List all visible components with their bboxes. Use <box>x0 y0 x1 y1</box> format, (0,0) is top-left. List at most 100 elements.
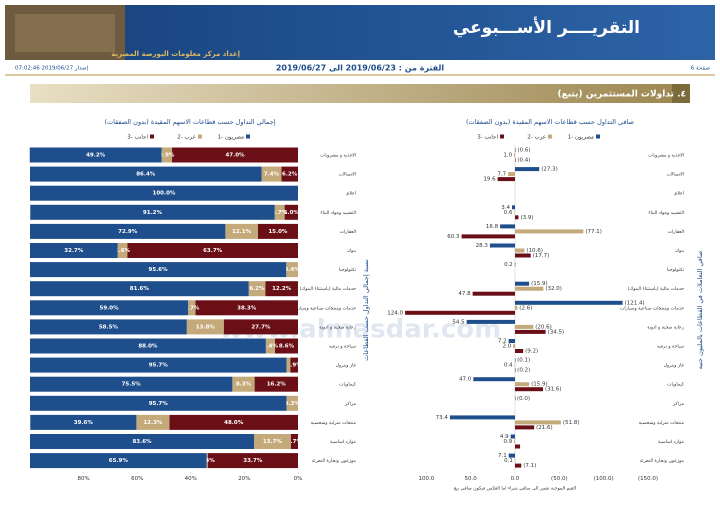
data-label: 4.3% <box>285 401 301 407</box>
data-label: 95.6% <box>149 267 169 273</box>
bar-segment <box>30 281 249 297</box>
data-label: 19.6 <box>483 177 496 183</box>
page-number: صفحة 6 <box>691 66 711 72</box>
bar <box>405 310 515 315</box>
bar <box>514 210 515 215</box>
bar-segment <box>30 243 118 258</box>
data-label: 48.0% <box>224 420 244 426</box>
bar <box>461 234 515 239</box>
bar <box>515 229 584 234</box>
data-label: 72.9% <box>118 229 138 235</box>
bar <box>514 363 516 368</box>
bar <box>515 286 544 291</box>
data-label: 4.4% <box>284 267 300 273</box>
bar-segment <box>254 376 298 392</box>
bar-segment <box>195 300 298 316</box>
bar-segment <box>206 453 208 469</box>
bar-segment <box>286 262 298 278</box>
data-label: 58.5% <box>99 324 119 330</box>
data-label: (21.6) <box>536 425 553 431</box>
bar-segment <box>127 243 298 258</box>
data-label: 16.2% <box>267 382 287 388</box>
category-label: تكنولوجيا <box>667 267 685 273</box>
bar <box>508 339 515 343</box>
category-label: منتجات منزلية وشخصية <box>311 421 357 426</box>
data-label: 28.3 <box>476 243 489 249</box>
bar-segment <box>30 204 275 220</box>
x-tick-label: (50.0) <box>551 476 568 482</box>
bar <box>515 281 530 286</box>
bar-segment <box>223 319 298 335</box>
data-label: 47.8 <box>458 291 471 297</box>
bar <box>466 319 515 324</box>
bar-segment <box>290 357 298 373</box>
header-subtitle: إعداد مركز معلومات البورصة المصرية <box>111 50 240 58</box>
bar-segment <box>188 300 196 316</box>
data-label: 8.3% <box>236 382 252 388</box>
bar <box>472 291 515 296</box>
data-label: (2.6) <box>519 305 532 311</box>
x-tick-label: 0.0 <box>511 476 520 482</box>
bar-segment <box>30 300 189 316</box>
category-label: غاز وبترول <box>336 364 357 369</box>
data-label: 7.4% <box>264 172 280 178</box>
bar-segment <box>30 434 255 449</box>
category-label: تكنولوجيا <box>339 267 357 273</box>
legend-label: مصريون -1 <box>568 135 594 141</box>
data-label: (0.0) <box>517 396 530 402</box>
axis-note: القيم الموجبة تشير الى صافي شراء اما الع… <box>454 486 576 492</box>
data-label: 0.6 <box>504 210 513 216</box>
bar-segment <box>274 204 285 220</box>
section-title: ٤. تداولات المستثمرين (يتبع) <box>557 90 686 100</box>
bar <box>514 262 516 267</box>
category-label: رعاية صحية و ادوية <box>319 325 356 330</box>
bar-segment <box>161 147 173 163</box>
bar <box>515 148 516 152</box>
bar-segment <box>186 319 224 335</box>
header-photo-detail <box>15 14 115 52</box>
category-label: الاغذية و مشروبات <box>648 154 684 159</box>
bar-segment <box>281 166 298 182</box>
bar-segment <box>265 281 298 297</box>
data-label: 2.9% <box>286 363 302 369</box>
data-label: 33.7% <box>243 458 263 464</box>
bar-segment <box>225 223 258 239</box>
data-label: (0.2) <box>517 368 530 374</box>
legend-label: اجانب -3 <box>127 135 148 141</box>
bar <box>510 434 515 439</box>
bar-segment <box>30 395 287 411</box>
bar-segment <box>265 338 275 354</box>
legend-swatch <box>500 134 504 139</box>
x-tick-label: (100.0) <box>594 476 614 482</box>
bar <box>497 177 515 182</box>
category-label: موزعون وتجارة التجزئة <box>640 459 685 464</box>
category-label: خدمات ومنتجات صناعية وسيارات <box>620 306 684 311</box>
data-label: 6.2% <box>282 172 298 178</box>
data-label: 91.2% <box>143 210 163 216</box>
bar <box>515 463 522 468</box>
data-label: 124.0 <box>387 310 403 316</box>
data-label: (20.6) <box>535 324 552 330</box>
data-label: 7.1 <box>498 453 507 459</box>
data-label: 6.2% <box>249 286 265 292</box>
bar <box>508 172 515 177</box>
data-label: (3.9) <box>520 215 533 221</box>
data-label: 32.7% <box>64 248 84 254</box>
bar <box>515 444 521 449</box>
bar-segment <box>286 395 298 411</box>
bar <box>515 248 525 253</box>
bar <box>473 377 515 382</box>
data-label: 3.4% <box>263 344 279 350</box>
x-tick-label: (150.0) <box>638 476 658 482</box>
data-label: 47.0 <box>459 377 472 383</box>
period: الفترة من : 2019/06/23 الى 2019/06/27 <box>276 64 445 73</box>
y-axis-title: صافي التعاملات في القطاعات بالمليون جنيه <box>696 250 704 369</box>
category-label: العقارات <box>340 230 356 235</box>
category-label: خدمات مالية (باستثناء البنوك) <box>300 286 357 292</box>
header-title: التقريــــر الأســـبوعي <box>453 17 640 38</box>
bar-segment <box>136 414 170 430</box>
data-label: (51.8) <box>563 420 580 426</box>
bar-segment <box>286 357 291 373</box>
legend-label: عرب -2 <box>177 135 196 141</box>
x-tick-label: 0% <box>294 476 303 482</box>
